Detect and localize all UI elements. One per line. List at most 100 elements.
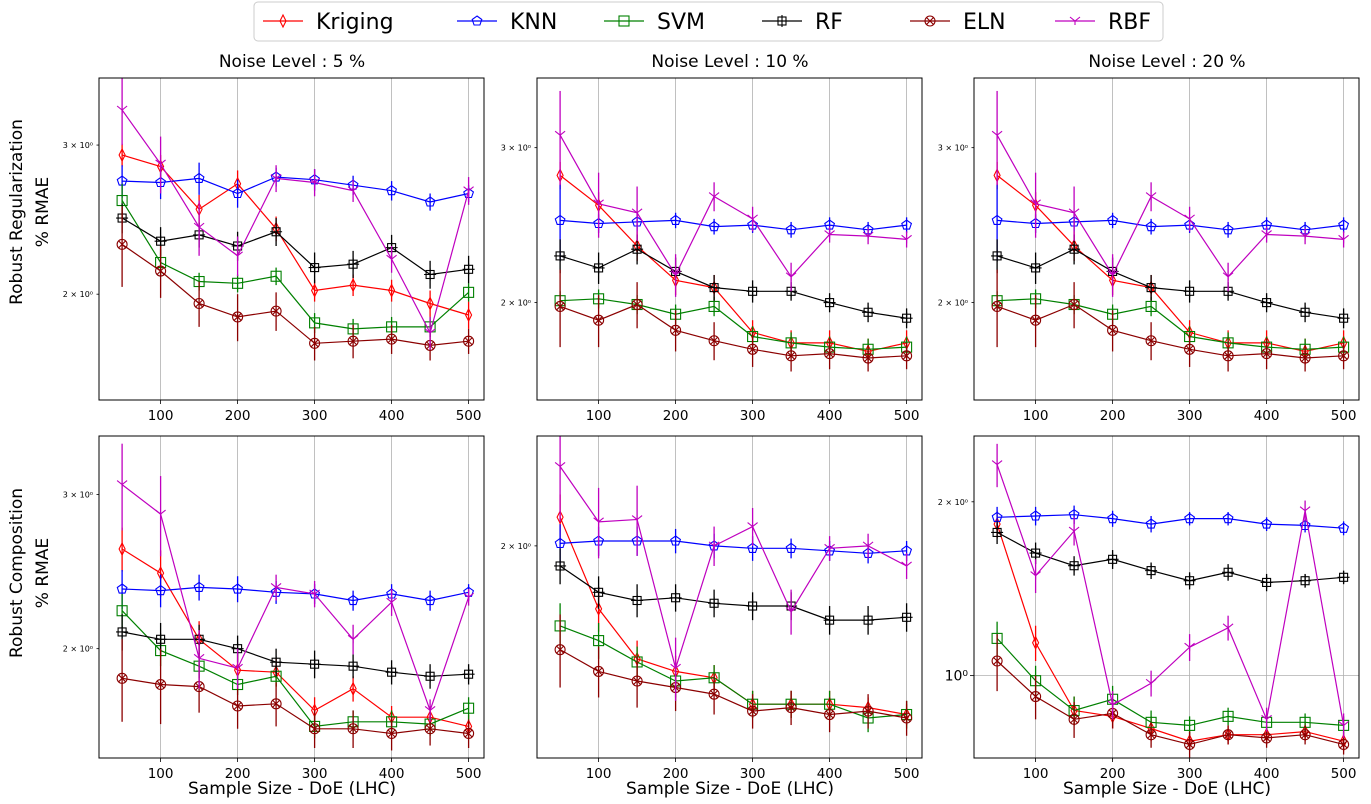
data-point [901, 712, 913, 724]
data-point [349, 277, 357, 293]
data-point [1222, 566, 1235, 579]
data-point [1145, 220, 1157, 232]
data-point [901, 219, 913, 230]
data-point [116, 105, 128, 115]
x-tick-label: 300 [1177, 766, 1203, 782]
data-point [708, 688, 720, 700]
series-rf [116, 203, 475, 289]
series-line [121, 548, 469, 727]
data-point [347, 660, 360, 673]
data-point [631, 515, 643, 524]
data-point [1145, 192, 1157, 201]
data-point [1261, 230, 1272, 239]
x-tick-label: 100 [148, 408, 174, 424]
data-point [554, 300, 566, 312]
data-point [1183, 574, 1196, 587]
plot-area [554, 90, 913, 372]
data-point [862, 541, 874, 550]
data-point [708, 597, 721, 610]
x-tick-label: 200 [663, 408, 689, 424]
x-tick-label: 300 [740, 408, 766, 424]
data-point [593, 635, 605, 647]
series-line [996, 523, 1344, 742]
data-point [232, 700, 244, 712]
data-point [464, 307, 473, 323]
data-point [554, 214, 566, 225]
data-point [154, 633, 167, 646]
data-point [900, 312, 913, 325]
data-point [424, 268, 437, 281]
data-point [1260, 576, 1273, 589]
series-line [121, 109, 470, 335]
data-point [232, 311, 244, 323]
legend-marker-tri-down [1069, 16, 1081, 25]
data-point [708, 192, 720, 201]
series-line [996, 248, 1344, 319]
data-point [594, 601, 603, 617]
data-point [116, 625, 129, 638]
data-point [116, 480, 128, 489]
series-rbf [991, 90, 1349, 297]
data-point [232, 277, 244, 289]
x-tick-label: 300 [740, 766, 766, 782]
x-tick-label: 300 [302, 408, 328, 424]
data-point [669, 591, 682, 604]
data-point [1107, 270, 1118, 279]
legend-item-rf: RF [762, 10, 843, 35]
data-point [154, 235, 167, 248]
series-svm [116, 183, 475, 340]
subplot-r2-c2: 100 200 300 400 500 2 × 10⁰ [501, 435, 923, 782]
plot-area [991, 90, 1350, 372]
data-point [1106, 553, 1119, 566]
data-point [554, 130, 566, 140]
series-line [996, 531, 1344, 584]
series-line [122, 586, 469, 602]
data-point [991, 526, 1004, 539]
data-point [1338, 522, 1350, 533]
series-knn [991, 505, 1350, 536]
series-line [559, 466, 907, 671]
x-tick-label: 500 [456, 408, 482, 424]
legend-marker-x-circle [924, 15, 936, 27]
y-tick-label: 2 × 10⁰ [63, 645, 93, 654]
series-line [559, 303, 907, 359]
y-tick-label: 3 × 10⁰ [63, 491, 93, 500]
data-point [193, 581, 205, 592]
data-point [347, 723, 359, 735]
data-point [462, 668, 475, 681]
data-point [193, 222, 205, 232]
series-kriging [118, 527, 473, 739]
data-point [862, 352, 874, 364]
data-point [593, 314, 605, 326]
data-point [386, 333, 398, 345]
series-line [121, 243, 469, 347]
data-point [593, 517, 604, 526]
row-label-top-line1: Robust Regularization [7, 119, 27, 305]
series-line [560, 219, 907, 231]
data-point [1299, 729, 1311, 741]
data-point [1107, 512, 1119, 524]
series-line [122, 176, 469, 203]
data-point [1145, 300, 1157, 312]
data-point [1261, 732, 1273, 744]
legend-item-svm: SVM [604, 10, 705, 35]
data-point [309, 589, 320, 598]
data-point [670, 270, 681, 279]
data-point [116, 672, 128, 684]
series-line [122, 677, 469, 735]
x-tick-label: 500 [894, 766, 920, 782]
series-eln [991, 634, 1350, 758]
series-line [996, 134, 1344, 278]
series-kriging [993, 161, 1348, 365]
column-title-1: Noise Level : 5 % [219, 52, 365, 72]
data-point [708, 335, 720, 347]
axes-frame [536, 77, 923, 401]
data-point [747, 522, 758, 531]
series-kriging [118, 143, 473, 329]
data-point [592, 261, 605, 274]
plot-area [991, 443, 1350, 758]
series-line [121, 217, 469, 276]
data-point [270, 225, 283, 238]
axes-frame [973, 435, 1360, 759]
x-tick-label: 400 [379, 408, 405, 424]
